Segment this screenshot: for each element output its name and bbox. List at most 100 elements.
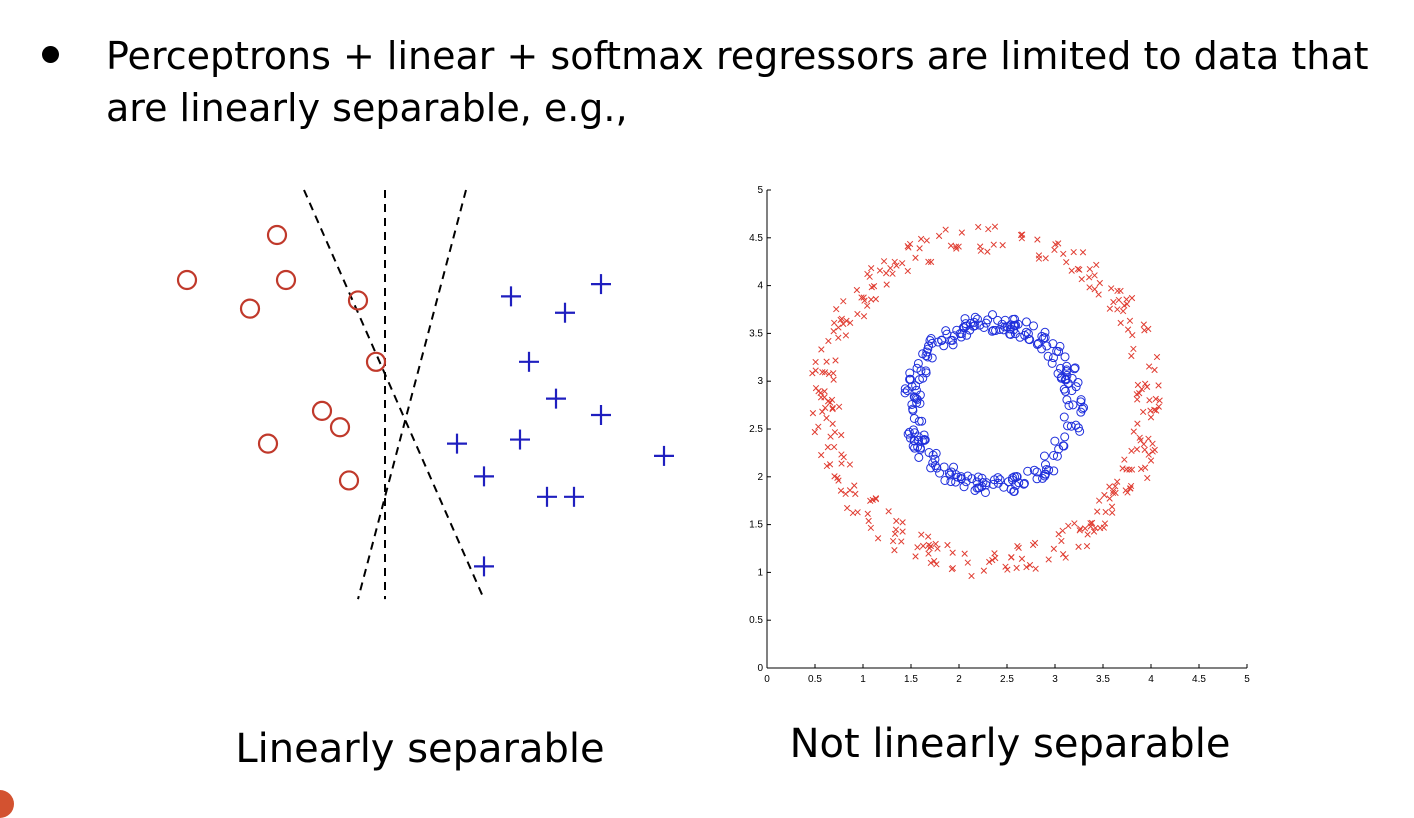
bullet-dot-icon — [42, 46, 59, 63]
x-stroke-b — [1119, 308, 1127, 315]
x-marker-point — [912, 553, 919, 560]
x-marker-point — [955, 243, 962, 250]
x-stroke-b — [872, 495, 879, 502]
x-marker-point — [999, 242, 1006, 249]
o-marker-point — [1040, 327, 1050, 337]
x-marker-point — [1141, 380, 1149, 387]
y-tick-label: 3 — [757, 376, 763, 387]
x-marker-point — [838, 460, 845, 467]
x-marker-point — [1110, 487, 1117, 494]
o-marker-point — [973, 472, 983, 482]
circle-point — [275, 269, 297, 291]
o-marker-point — [1013, 319, 1023, 329]
o-marker-point — [935, 468, 945, 478]
o-marker-point — [948, 340, 958, 350]
x-stroke-b — [1018, 235, 1026, 242]
o-marker-point — [919, 434, 929, 444]
x-marker-point — [1087, 523, 1094, 530]
o-marker-point — [1060, 352, 1070, 362]
x-marker-point — [989, 556, 996, 564]
o-marker-point — [944, 468, 954, 478]
o-marker-point — [956, 472, 966, 482]
x-stroke-b — [925, 550, 932, 557]
o-marker-point — [988, 325, 998, 335]
caption-not-linearly-separable: Not linearly separable — [789, 721, 1231, 767]
x-stroke-b — [986, 558, 993, 566]
x-marker-point — [1015, 544, 1022, 551]
o-marker-point — [923, 344, 933, 354]
x-stroke-b — [1147, 407, 1154, 414]
x-stroke-b — [1097, 524, 1104, 532]
x-stroke-b — [867, 524, 875, 532]
x-stroke-b — [1085, 274, 1093, 281]
x-stroke-b — [912, 553, 919, 560]
x-marker-point — [1106, 495, 1113, 502]
o-marker-point — [1008, 314, 1018, 324]
y-tick-label: 1.5 — [749, 520, 763, 531]
x-marker-point — [1145, 435, 1152, 442]
x-stroke-b — [821, 394, 828, 401]
x-marker-point — [1101, 491, 1108, 499]
x-stroke-b — [985, 225, 992, 233]
x-stroke-b — [838, 315, 845, 322]
x-stroke-b — [927, 258, 935, 266]
x-stroke-b — [1109, 509, 1116, 516]
x-stroke-b — [837, 487, 845, 494]
x-marker-point — [1133, 446, 1141, 453]
x-stroke-b — [883, 281, 890, 288]
x-stroke-b — [934, 545, 941, 552]
x-stroke-b — [1114, 478, 1121, 485]
x-stroke-b — [833, 305, 840, 313]
x-stroke-b — [1095, 497, 1103, 504]
x-marker-point — [1065, 522, 1072, 530]
x-marker-point — [827, 433, 834, 440]
x-marker-point — [1074, 265, 1082, 273]
x-stroke-b — [823, 358, 830, 365]
x-stroke-b — [835, 403, 843, 410]
o-marker-point — [905, 368, 915, 378]
x-stroke-b — [1084, 531, 1091, 538]
x-marker-point — [1088, 519, 1096, 527]
x-marker-point — [822, 404, 829, 412]
o-marker-point — [1019, 479, 1029, 489]
x-stroke-b — [1149, 440, 1156, 447]
x-stroke-b — [955, 243, 962, 250]
x-marker-point — [1002, 563, 1009, 570]
x-stroke-b — [1126, 317, 1134, 324]
x-stroke-b — [1155, 382, 1162, 389]
x-stroke-b — [1094, 508, 1101, 515]
x-stroke-b — [1136, 434, 1143, 441]
x-marker-point — [985, 225, 992, 233]
x-marker-point — [876, 267, 884, 274]
x-stroke-b — [914, 544, 921, 551]
x-stroke-b — [1063, 258, 1070, 266]
o-marker-point — [995, 324, 1005, 334]
x-stroke-b — [1115, 296, 1122, 304]
o-marker-point — [1068, 400, 1078, 410]
plus-point — [510, 429, 530, 450]
plus-point — [591, 405, 611, 425]
x-stroke-b — [1124, 326, 1132, 333]
x-marker-point — [818, 346, 825, 353]
x-marker-point — [927, 258, 935, 266]
x-stroke-b — [885, 508, 892, 515]
x-marker-point — [1108, 503, 1116, 510]
o-marker-point — [916, 366, 926, 376]
x-marker-point — [835, 334, 842, 341]
x-marker-point — [825, 370, 833, 378]
o-marker-point — [1073, 377, 1083, 387]
x-stroke-b — [864, 510, 871, 517]
o-marker-point — [1029, 321, 1039, 331]
x-marker-point — [837, 487, 845, 494]
x-stroke-b — [1134, 381, 1142, 389]
x-marker-point — [914, 544, 921, 551]
x-stroke-b — [835, 324, 842, 331]
x-stroke-b — [1130, 345, 1137, 353]
plus-point — [564, 486, 584, 507]
x-stroke-b — [830, 370, 837, 377]
x-marker-point — [1128, 352, 1135, 360]
o-marker-point — [1047, 358, 1057, 368]
x-marker-point — [930, 557, 938, 565]
x-marker-point — [847, 319, 854, 327]
x-marker-point — [925, 258, 932, 265]
